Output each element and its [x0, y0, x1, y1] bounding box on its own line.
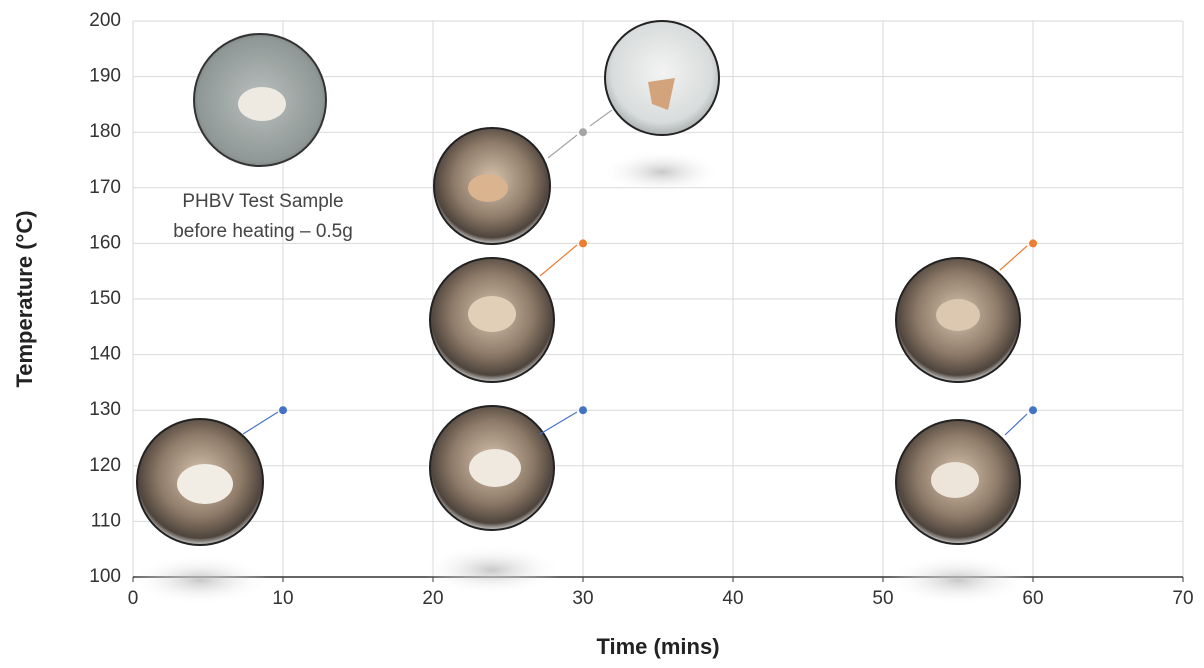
annotation-line: PHBV Test Sample [182, 191, 343, 212]
point [579, 239, 587, 248]
point [579, 406, 587, 415]
annotation: PHBV Test Sample before heating – 0.5g [173, 191, 353, 242]
y-tick-label: 190 [89, 66, 121, 87]
y-tick-label: 160 [89, 232, 121, 253]
y-tick-label: 110 [91, 510, 121, 531]
y-tick-label: 130 [89, 399, 121, 420]
arrows [242, 109, 1028, 436]
y-tick-label: 120 [89, 455, 121, 476]
x-tick-label: 0 [128, 588, 139, 609]
x-tick-label: 50 [872, 588, 893, 609]
x-axis-label: Time (mins) [596, 634, 719, 659]
point [579, 128, 587, 137]
x-tick-label: 20 [422, 588, 443, 609]
point [1029, 239, 1037, 248]
y-tick-label: 140 [89, 344, 121, 365]
x-tick-label: 30 [572, 588, 593, 609]
x-tick-label: 40 [722, 588, 743, 609]
y-tick-label: 200 [89, 10, 121, 31]
y-tick-label: 100 [89, 566, 121, 587]
annotation-line: before heating – 0.5g [173, 221, 353, 242]
photos [130, 20, 1028, 605]
y-tick-label: 170 [89, 177, 121, 198]
x-tick-label: 10 [272, 588, 293, 609]
grid [132, 20, 1184, 582]
y-tick-label: 150 [89, 288, 121, 309]
point [279, 406, 287, 415]
y-axis-label: Temperature (°C) [12, 210, 37, 387]
y-tick-label: 180 [89, 121, 121, 142]
point [1029, 406, 1037, 415]
x-tick-label: 60 [1022, 588, 1043, 609]
x-tick-label: 70 [1172, 588, 1193, 609]
